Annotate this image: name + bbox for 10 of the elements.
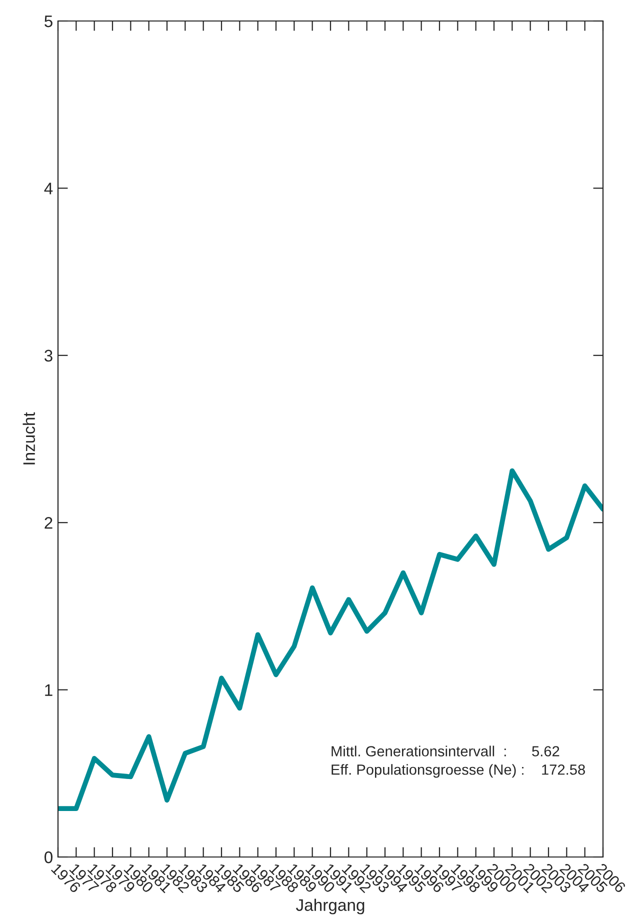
annotation: Mittl. Generationsintervall : 5.62: [332, 746, 560, 756]
y-axis-title: Inzucht: [22, 412, 36, 464]
y-tick-label: 1: [45, 684, 52, 696]
y-tick-label: 4: [44, 182, 53, 194]
y-tick-label: 2: [44, 517, 52, 529]
y-tick-label: 3: [44, 350, 52, 362]
y-tick-label: 0: [44, 851, 52, 864]
y-tick-label: 5: [44, 16, 52, 28]
annotation: Eff. Populationsgroesse (Ne) : 172.58: [332, 764, 585, 778]
x-axis-title: Jahrgang: [296, 898, 364, 914]
